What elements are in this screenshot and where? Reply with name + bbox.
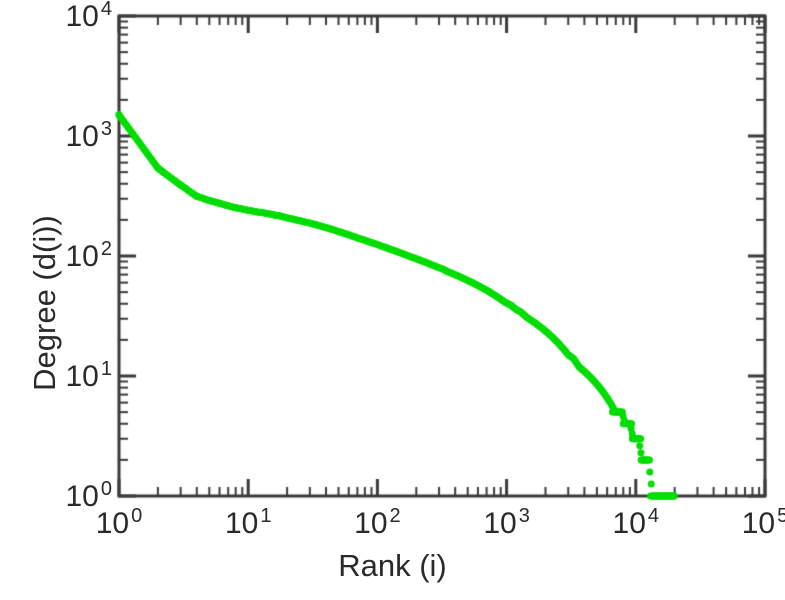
x-tick-label-3: 10 3 [483,505,530,540]
y-tick-label-1: 10 1 [65,358,113,393]
y-tick-label-2: 10 2 [65,238,113,273]
x-axis-title: Rank (i) [338,548,447,583]
x-tick-label-0: 10 0 [95,505,143,540]
y-axis-title: Degree (d(i)) [27,215,62,391]
x-tick-label-2: 10 2 [354,505,401,540]
x-tick-label-1: 10 1 [224,505,272,540]
y-tick-label-3: 10 3 [65,118,113,153]
x-tick-label-5: 10 5 [741,505,785,540]
y-tick-label-4: 10 4 [65,0,113,33]
y-tick-label-0: 10 0 [65,478,113,513]
x-tick-label-4: 10 4 [612,505,660,540]
